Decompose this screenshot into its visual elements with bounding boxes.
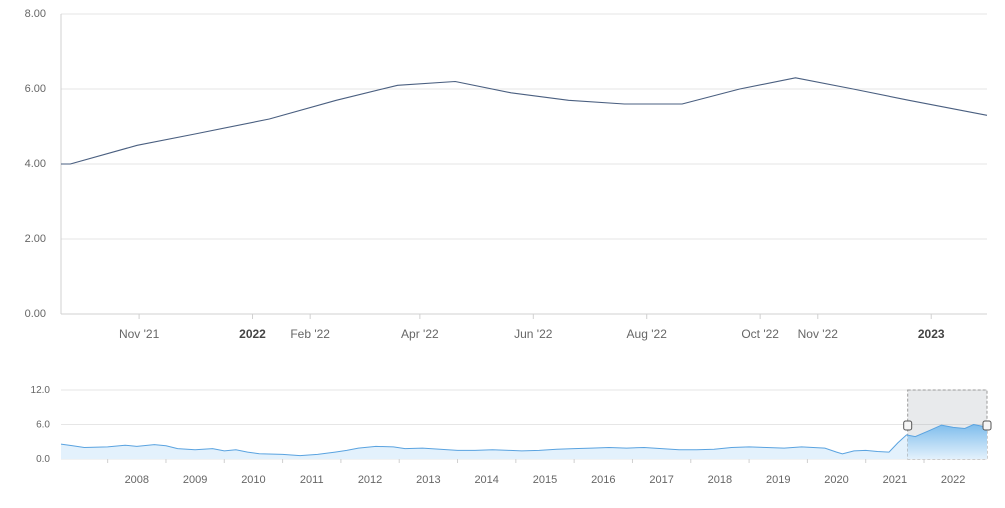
navigator-x-label: 2012 — [358, 474, 382, 486]
navigator-x-label: 2020 — [824, 474, 848, 486]
navigator-x-label: 2009 — [183, 474, 207, 486]
navigator-x-label: 2008 — [125, 474, 149, 486]
navigator-y-tick-label: 12.0 — [31, 385, 51, 396]
navigator-x-label: 2022 — [941, 474, 965, 486]
navigator-right-handle[interactable] — [982, 420, 992, 431]
navigator-x-label: 2011 — [300, 474, 324, 486]
y-tick-label: 2.00 — [25, 233, 46, 245]
navigator-x-label: 2016 — [591, 474, 615, 486]
x-tick-label: Feb '22 — [290, 327, 330, 341]
x-tick-label: Oct '22 — [741, 327, 779, 341]
y-tick-label: 0.00 — [25, 308, 46, 320]
main-chart[interactable]: 0.00 2.00 4.00 6.00 8.00 Nov '21 2022 Feb '22 Ap… — [25, 8, 990, 341]
y-tick-label: 6.00 — [25, 83, 46, 95]
navigator-x-label: 2014 — [474, 474, 498, 486]
navigator-area — [61, 424, 987, 459]
navigator-x-label: 2010 — [241, 474, 265, 486]
navigator-x-label: 2017 — [649, 474, 673, 486]
x-tick-label: Aug '22 — [627, 327, 668, 341]
navigator-y-tick-label: 6.0 — [36, 420, 50, 431]
navigator-x-label: 2021 — [883, 474, 907, 486]
y-tick-label: 4.00 — [25, 158, 46, 170]
series-line[interactable] — [61, 77, 988, 165]
navigator-left-handle[interactable] — [903, 420, 913, 431]
x-tick-label: 2022 — [239, 327, 266, 341]
x-tick-label: Jun '22 — [514, 327, 553, 341]
x-tick-label: Nov '22 — [798, 327, 839, 341]
y-tick-label: 8.00 — [25, 8, 46, 20]
navigator-x-label: 2018 — [708, 474, 732, 486]
navigator-line — [60, 423, 988, 457]
navigator-selected-area — [907, 424, 987, 459]
navigator-x-label: 2013 — [416, 474, 440, 486]
x-tick-label: Apr '22 — [401, 327, 439, 341]
navigator-y-tick-label: 0.0 — [36, 454, 50, 465]
navigator-chart[interactable]: 0.0 6.0 12.0 2008 2009 2010 2011 2012 2013 2014 20… — [31, 385, 992, 486]
x-tick-label: 2023 — [918, 327, 945, 341]
navigator-x-label: 2015 — [533, 474, 557, 486]
x-tick-label: Nov '21 — [119, 327, 160, 341]
navigator-x-label: 2019 — [766, 474, 790, 486]
